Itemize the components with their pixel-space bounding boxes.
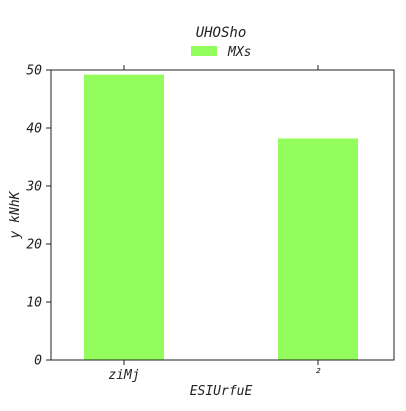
- legend-label: MXs: [227, 45, 251, 60]
- y-tick-label: 30: [25, 180, 42, 195]
- y-tick-label: 0: [34, 354, 42, 369]
- x-axis: ziMj ₂: [108, 65, 322, 383]
- legend: MXs: [191, 45, 251, 60]
- x-tick-label: ziMj: [108, 368, 139, 383]
- y-tick-label: 40: [26, 122, 42, 137]
- y-axis: 0 10 20 30 40 50: [25, 64, 51, 369]
- x-tick-label: ₂: [314, 362, 322, 377]
- bar: [84, 74, 164, 360]
- y-tick-label: 50: [26, 64, 42, 79]
- plot-frame: [50, 69, 395, 361]
- y-tick-label: 10: [26, 296, 42, 311]
- bar: [278, 138, 358, 360]
- x-axis-title: ESIUrfuE: [190, 384, 253, 399]
- legend-swatch: [191, 46, 217, 56]
- bars: [84, 74, 358, 360]
- y-axis-title: y kNhK: [8, 190, 23, 239]
- y-tick-label: 20: [26, 238, 42, 253]
- chart-title: UHOSho: [196, 25, 247, 41]
